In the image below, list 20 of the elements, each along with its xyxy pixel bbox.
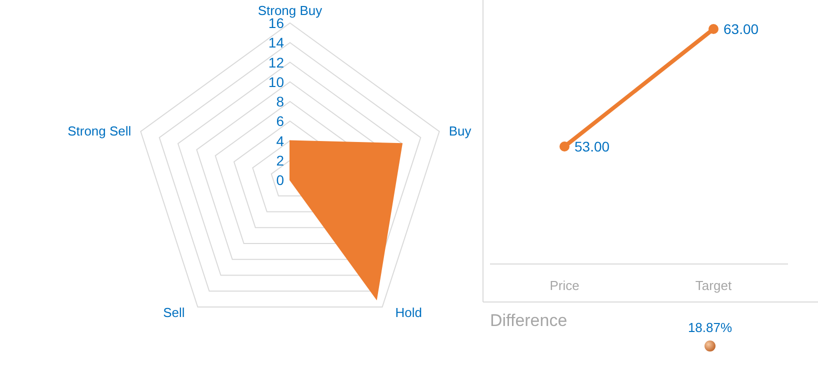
spoke-label: Buy	[448, 123, 472, 138]
spoke-label: Sell	[163, 305, 185, 320]
y-tick-label: 16	[268, 15, 284, 31]
data-label: 53.00	[574, 138, 610, 154]
y-tick-label: 8	[276, 94, 284, 110]
y-tick-label: 4	[276, 132, 284, 149]
spoke-label: Hold	[395, 305, 422, 320]
spoke-label: Strong Sell	[68, 123, 132, 138]
y-tick-label: 10	[268, 74, 284, 90]
x-tick-label: Price	[550, 278, 580, 293]
y-tick-label: 0	[276, 172, 284, 188]
text: Difference	[490, 311, 568, 330]
y-tick-label: 2	[276, 152, 284, 168]
y-tick-label: 6	[276, 113, 284, 130]
y-tick-label: 14	[268, 34, 284, 51]
data-label: 63.00	[724, 21, 759, 37]
spoke-label: Strong Buy	[258, 3, 323, 18]
x-tick-label: Target	[695, 278, 732, 293]
text: 18.87%	[688, 320, 732, 335]
y-tick-label: 12	[268, 54, 284, 70]
